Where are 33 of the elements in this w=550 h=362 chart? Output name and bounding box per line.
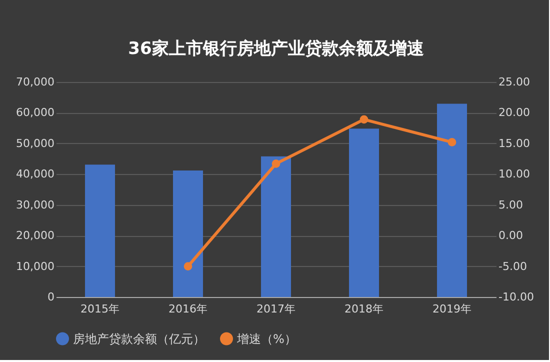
point xyxy=(272,160,280,168)
y2-tick-label: -5.00 xyxy=(498,260,527,273)
bar xyxy=(437,104,467,297)
legend-label: 房地产贷款余额（亿元） xyxy=(73,332,205,346)
point xyxy=(184,262,192,270)
x-tick-label: 2016年 xyxy=(168,302,208,316)
bar xyxy=(85,164,115,297)
y-tick-label: 40,000 xyxy=(16,168,54,181)
bar xyxy=(261,156,291,297)
y2-tick-label: 0.00 xyxy=(498,229,523,242)
x-tick-label: 2018年 xyxy=(344,302,384,316)
x-tick-label: 2019年 xyxy=(432,302,472,316)
bar xyxy=(173,170,203,297)
point xyxy=(448,138,456,146)
x-tick-label: 2017年 xyxy=(256,302,296,316)
y2-tick-label: 15.00 xyxy=(498,136,530,150)
y2-tick-label: -10.00 xyxy=(498,290,534,304)
chart-title: 36家上市银行房地产业贷款余额及增速 xyxy=(128,39,424,59)
y2-tick-label: 5.00 xyxy=(498,198,523,212)
y2-tick-label: 25.00 xyxy=(498,76,530,88)
y-tick-label: 20,000 xyxy=(16,229,54,242)
point xyxy=(360,115,368,124)
y2-tick-label: 10.00 xyxy=(498,168,530,181)
y-tick-label: 50,000 xyxy=(16,136,54,150)
bar xyxy=(349,128,379,297)
legend-label: 增速（%） xyxy=(236,332,296,346)
x-tick-label: 2015年 xyxy=(80,302,120,316)
y-tick-label: 60,000 xyxy=(16,106,54,120)
y-tick-label: 70,000 xyxy=(16,76,54,88)
y-tick-label: 30,000 xyxy=(16,198,54,212)
y2-tick-label: 20.00 xyxy=(498,106,530,120)
y-tick-label: 0 xyxy=(48,290,54,304)
y-tick-label: 10,000 xyxy=(16,260,54,273)
